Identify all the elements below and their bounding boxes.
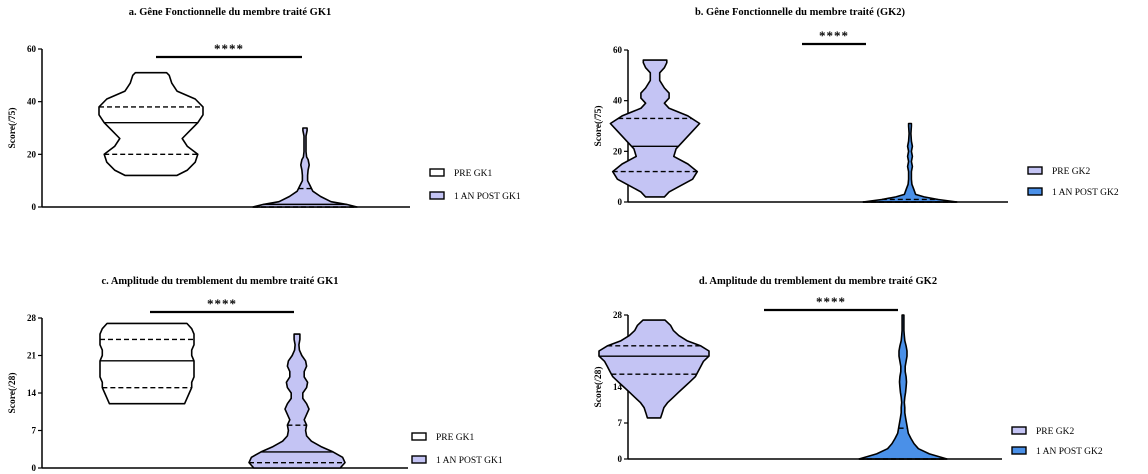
y-axis-label: Score(/75) (593, 106, 604, 147)
chart-title: d. Amplitude du tremblement du membre tr… (699, 276, 937, 287)
legend-swatch (1027, 187, 1043, 196)
legend-label: PRE GK2 (1036, 427, 1075, 437)
legend-label: 1 AN POST GK1 (454, 192, 521, 202)
y-tick-label: 28 (613, 310, 623, 320)
legend-label: 1 AN POST GK2 (1052, 188, 1119, 198)
chart-panel-b: b. Gêne Fonctionnelle du membre traité (… (593, 7, 1119, 207)
chart-panel-c: c. Amplitude du tremblement du membre tr… (7, 276, 503, 473)
chart-panel-a: a. Gêne Fonctionnelle du membre traité G… (7, 7, 521, 212)
significance-label: **** (819, 28, 849, 43)
y-tick-label: 60 (27, 44, 37, 54)
legend-swatch (1027, 166, 1043, 175)
legend-label: PRE GK1 (436, 433, 475, 443)
violin-post (248, 333, 346, 469)
y-tick-label: 40 (613, 96, 623, 106)
violin-post (252, 127, 358, 208)
y-tick-label: 0 (618, 454, 623, 464)
y-tick-label: 0 (618, 197, 623, 207)
y-tick-label: 21 (27, 351, 37, 361)
y-tick-label: 14 (613, 382, 623, 392)
chart-title: c. Amplitude du tremblement du membre tr… (101, 276, 338, 287)
y-tick-label: 40 (27, 97, 37, 107)
legend-label: PRE GK2 (1052, 167, 1091, 177)
y-tick-label: 0 (32, 202, 37, 212)
y-axis-label: Score(/28) (7, 373, 18, 414)
y-tick-label: 20 (613, 146, 623, 156)
significance-label: **** (207, 296, 237, 311)
violin-pre (609, 59, 701, 198)
legend-label: 1 AN POST GK2 (1036, 447, 1103, 457)
chart-panel-d: d. Amplitude du tremblement du membre tr… (593, 276, 1103, 464)
legend-swatch (429, 168, 445, 177)
legend-label: PRE GK1 (454, 169, 493, 179)
significance-label: **** (816, 294, 846, 309)
y-axis-label: Score(/75) (7, 108, 18, 149)
legend-swatch (1011, 446, 1027, 455)
y-tick-label: 7 (618, 418, 623, 428)
y-tick-label: 20 (27, 149, 37, 159)
legend-label: 1 AN POST GK1 (436, 456, 503, 466)
y-tick-label: 7 (32, 426, 37, 436)
legend-swatch (429, 191, 445, 200)
violin-pre (99, 322, 195, 405)
significance-label: **** (214, 41, 244, 56)
legend-swatch (411, 432, 427, 441)
violin-post (858, 314, 948, 460)
y-tick-label: 60 (613, 45, 623, 55)
violin-pre (98, 71, 204, 177)
violin-post (862, 122, 958, 203)
legend-swatch (1011, 426, 1027, 435)
y-tick-label: 14 (27, 388, 37, 398)
legend-swatch (411, 455, 427, 464)
y-tick-label: 28 (27, 313, 37, 323)
chart-title: b. Gêne Fonctionnelle du membre traité (… (695, 7, 906, 18)
chart-title: a. Gêne Fonctionnelle du membre traité G… (129, 7, 331, 18)
y-tick-label: 0 (32, 463, 37, 473)
violin-pre (598, 319, 710, 419)
y-axis-label: Score(/28) (593, 367, 604, 408)
